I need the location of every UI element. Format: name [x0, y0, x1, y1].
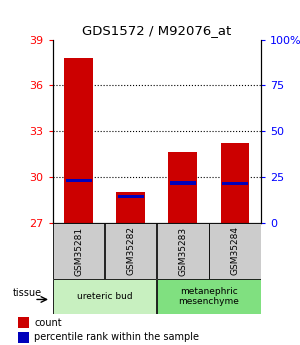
- Bar: [169, 152, 197, 223]
- Text: percentile rank within the sample: percentile rank within the sample: [34, 332, 199, 342]
- Bar: [105, 223, 157, 279]
- Bar: [17, 317, 28, 328]
- Text: metanephric
mesenchyme: metanephric mesenchyme: [178, 287, 239, 306]
- Text: count: count: [34, 318, 62, 328]
- Text: GSM35281: GSM35281: [74, 226, 83, 276]
- Bar: [170, 181, 196, 185]
- Bar: [220, 143, 249, 223]
- Bar: [157, 279, 261, 314]
- Text: ureteric bud: ureteric bud: [77, 292, 132, 301]
- Bar: [17, 332, 28, 343]
- Bar: [53, 223, 104, 279]
- Title: GDS1572 / M92076_at: GDS1572 / M92076_at: [82, 24, 231, 37]
- Bar: [157, 223, 208, 279]
- Bar: [209, 223, 261, 279]
- Text: GSM35283: GSM35283: [178, 226, 187, 276]
- Bar: [116, 192, 145, 223]
- Bar: [65, 179, 92, 182]
- Text: tissue: tissue: [13, 288, 42, 297]
- Bar: [118, 195, 144, 198]
- Bar: [53, 279, 157, 314]
- Bar: [64, 58, 93, 223]
- Text: GSM35284: GSM35284: [230, 226, 239, 276]
- Bar: [222, 182, 248, 185]
- Text: GSM35282: GSM35282: [126, 226, 135, 276]
